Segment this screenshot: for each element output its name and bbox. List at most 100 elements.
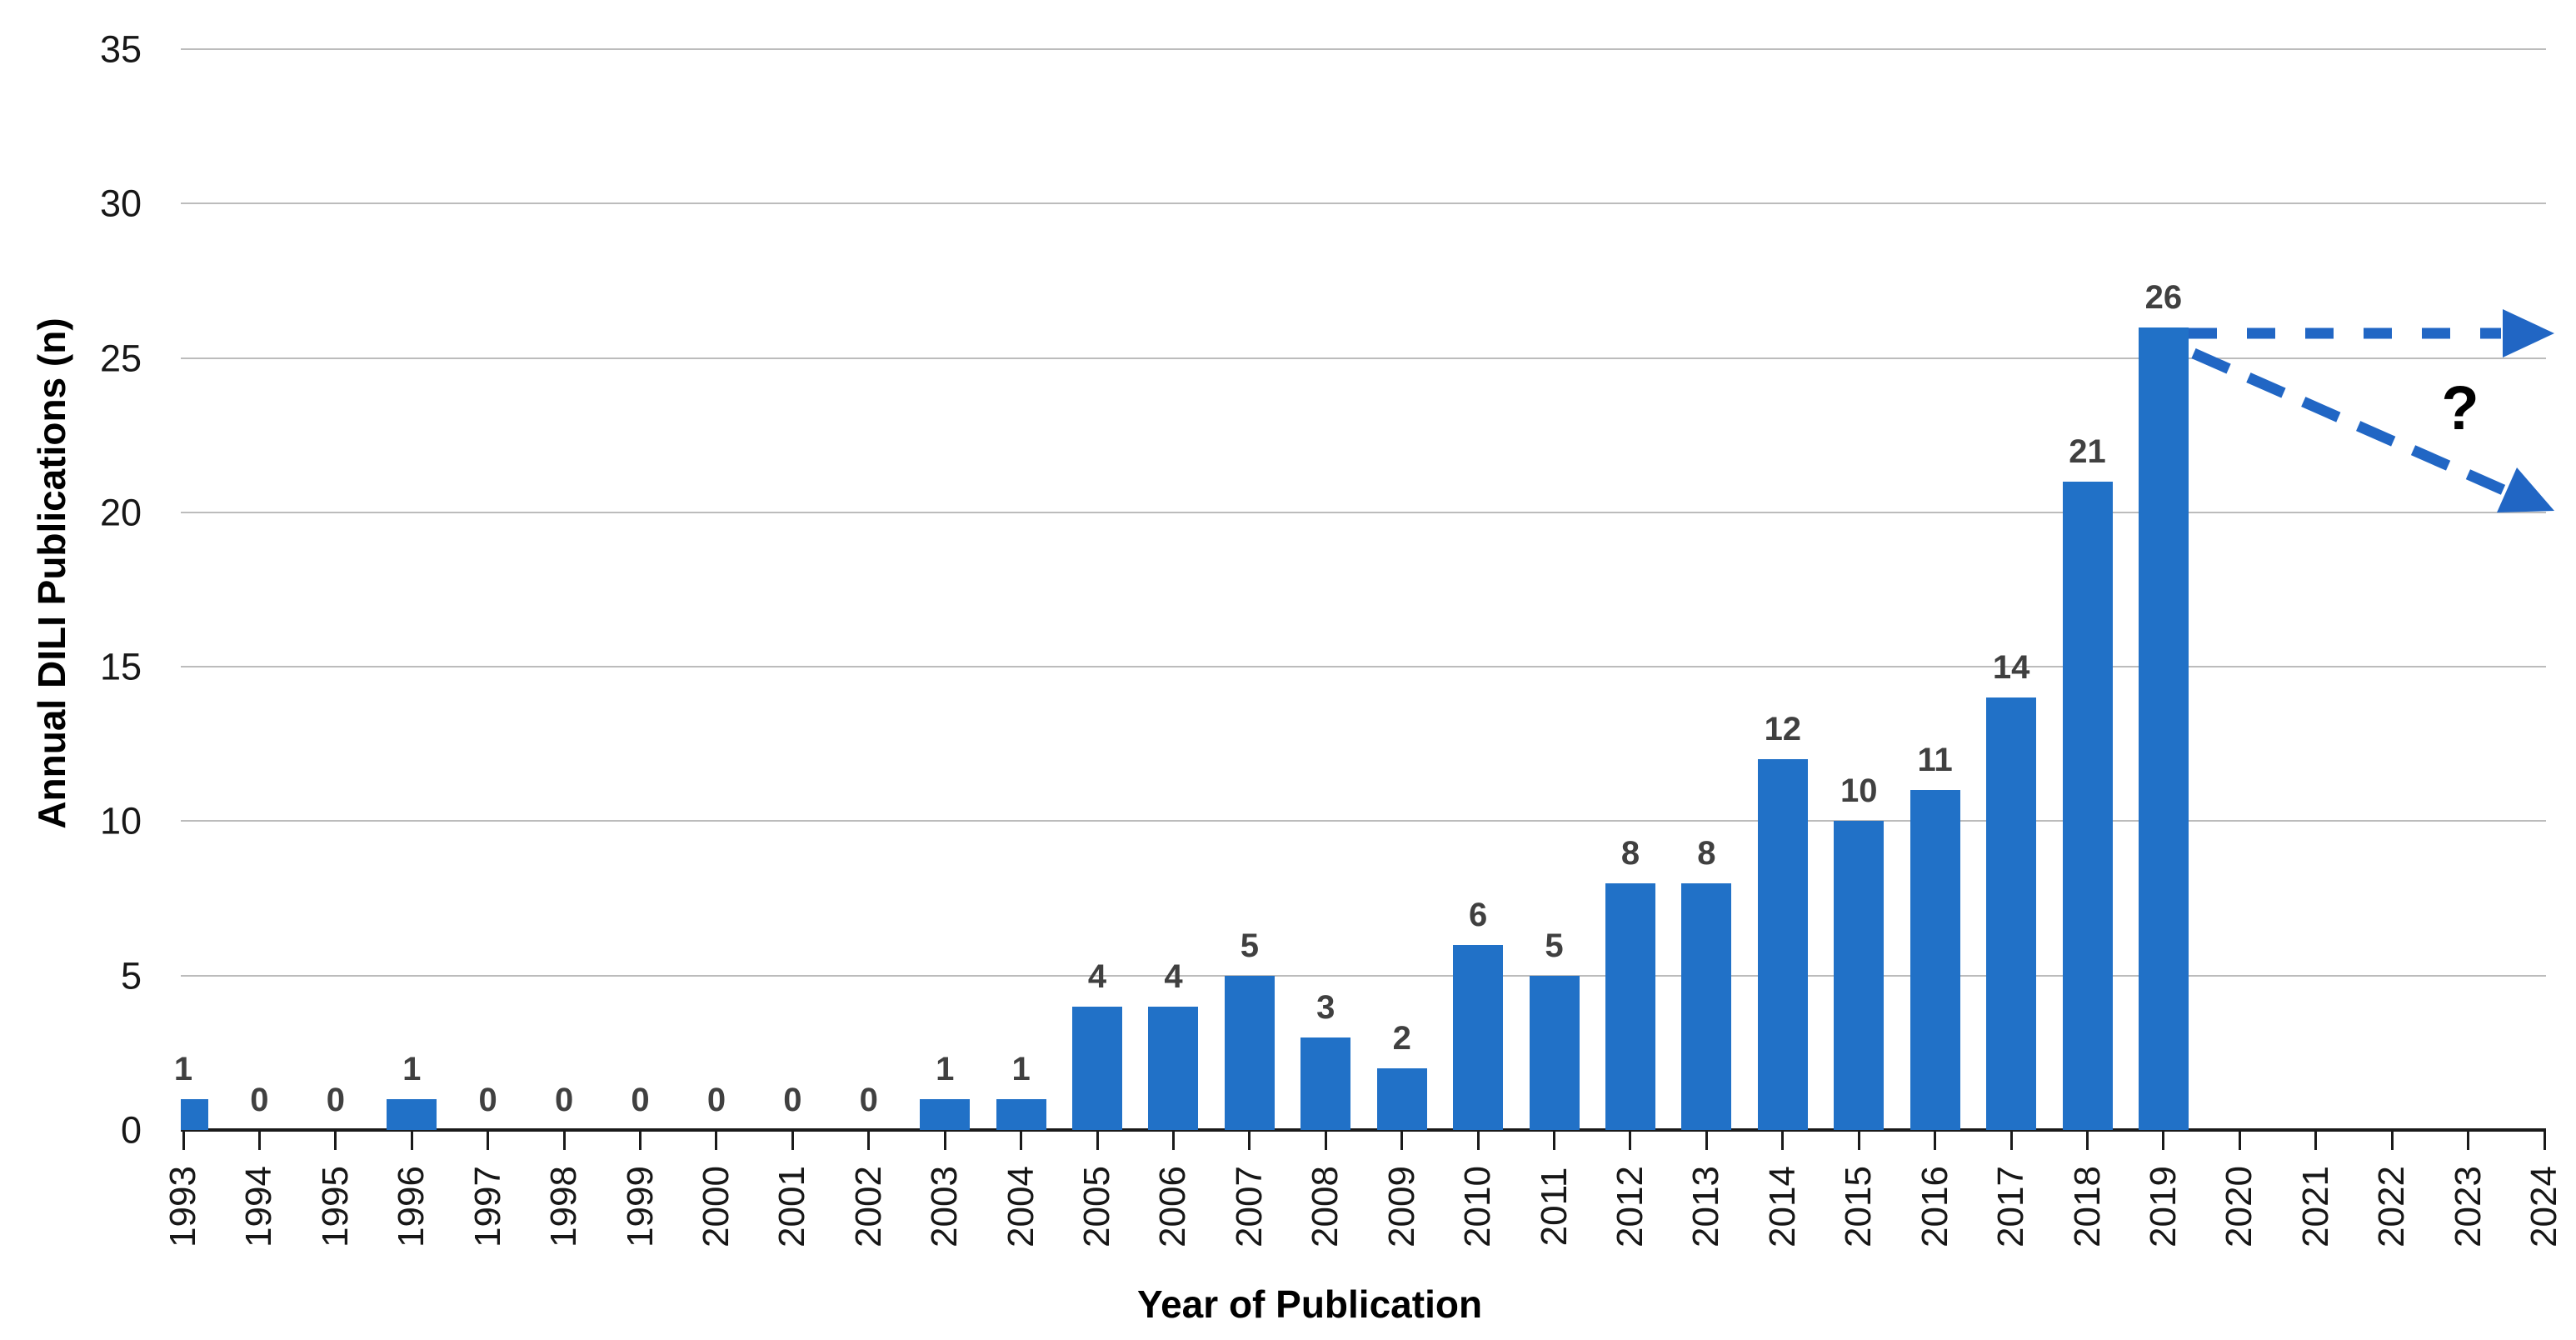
y-axis-tick-label: 5 [120,954,142,998]
bar-value-label: 1 [1011,1050,1031,1088]
x-axis-tick [2238,1130,2241,1150]
x-axis-tick-label: 2000 [695,1166,736,1248]
x-axis-tick-label: 2010 [1457,1166,1499,1248]
x-axis-tick-label: 2024 [2524,1166,2565,1248]
flat-projection-arrow [2189,309,2554,358]
x-axis-tick-label: 2012 [1609,1166,1650,1248]
gridline [181,48,2546,50]
x-axis-tick [2162,1130,2165,1150]
x-axis-tick [943,1130,946,1150]
x-axis-tick [1400,1130,1404,1150]
gridline [181,666,2546,668]
bar-value-label: 0 [783,1082,802,1118]
bar-2018 [2062,481,2113,1130]
bar-2007 [1224,975,1275,1130]
x-axis-tick-label: 2001 [771,1166,813,1248]
x-axis-tick-label: 2015 [1838,1166,1880,1248]
gridline [181,820,2546,822]
bar-2008 [1300,1037,1351,1130]
x-axis-tick [1248,1130,1251,1150]
x-axis-tick [2009,1130,2013,1150]
x-axis-tick-label: 1998 [543,1166,585,1248]
x-axis-tick [410,1130,413,1150]
gridline [181,357,2546,359]
bar-value-label: 4 [1087,958,1107,995]
x-axis-tick-label: 2016 [1914,1166,1955,1248]
bar-2009 [1376,1068,1427,1130]
x-axis-tick [1096,1130,1099,1150]
bar-value-label: 10 [1840,772,1878,810]
y-axis-tick-label: 30 [99,182,142,225]
x-axis-tick [1553,1130,1556,1150]
bar-value-label: 5 [1545,927,1564,964]
bar-value-label: 3 [1316,988,1335,1026]
bar-value-label: 1 [173,1050,193,1088]
bar-2014 [1757,759,1808,1130]
x-axis-tick [334,1130,337,1150]
x-axis-tick-label: 2008 [1305,1166,1346,1248]
x-axis-tick [791,1130,794,1150]
x-axis-tick-label: 2014 [1761,1166,1803,1248]
bar-value-label: 1 [936,1050,955,1088]
bar-value-label: 11 [1917,742,1953,779]
x-axis-tick [487,1130,490,1150]
question-mark: ? [2441,373,2479,442]
x-axis-tick [182,1130,185,1150]
x-axis-tick [867,1130,871,1150]
y-axis-title: Annual DILI Publications (n) [30,318,73,829]
bar-value-label: 0 [250,1082,269,1118]
x-axis-tick [257,1130,261,1150]
x-axis-tick [639,1130,642,1150]
bar-value-label: 0 [859,1082,878,1118]
bar-value-label: 0 [478,1082,497,1118]
gridline [181,974,2546,977]
bar-value-label: 26 [2144,278,2183,316]
bar-value-label: 5 [1240,927,1259,964]
x-axis-tick [1324,1130,1327,1150]
bar-2017 [1986,698,2037,1130]
x-axis-tick-label: 2019 [2142,1166,2184,1248]
x-axis-tick-label: 2004 [1000,1166,1041,1248]
x-axis-tick [1629,1130,1632,1150]
x-axis-tick-label: 2002 [847,1166,889,1248]
x-axis-tick [2086,1130,2089,1150]
y-axis-tick-label: 0 [120,1108,142,1152]
declining-projection-arrow [2191,348,2554,512]
bar-value-label: 8 [1697,834,1716,872]
x-axis-tick [1020,1130,1023,1150]
x-axis-tick [562,1130,566,1150]
x-axis-tick-label: 1999 [619,1166,661,1248]
x-axis-tick [2467,1130,2470,1150]
bar-value-label: 12 [1764,711,1802,748]
x-axis-tick-label: 2013 [1685,1166,1727,1248]
x-axis-tick-label: 2017 [1990,1166,2032,1248]
x-axis-tick-label: 1995 [314,1166,356,1248]
x-axis-tick-label: 2011 [1533,1167,1575,1247]
bar-value-label: 2 [1392,1019,1411,1057]
y-axis-tick-label: 10 [99,799,142,842]
x-axis-tick-label: 1996 [391,1166,432,1248]
x-axis-tick [1171,1130,1175,1150]
x-axis-line [181,1128,2546,1132]
y-axis-tick-label: 15 [99,645,142,688]
x-axis-tick-label: 2022 [2371,1166,2413,1248]
x-axis-tick-label: 2007 [1228,1166,1270,1248]
x-axis-tick-label: 2003 [924,1166,966,1248]
bar-value-label: 4 [1164,958,1183,995]
bar-2019 [2138,327,2189,1130]
bar-2010 [1453,944,1504,1130]
x-axis-tick [1781,1130,1785,1150]
x-axis-tick-label: 1994 [238,1166,280,1248]
bar-value-label: 0 [706,1082,726,1118]
y-axis-tick-label: 25 [99,337,142,380]
x-axis-tick-label: 2006 [1152,1166,1194,1248]
bar-value-label: 21 [2069,432,2106,470]
bar-value-label: 6 [1469,896,1488,933]
x-axis-tick-label: 2021 [2294,1166,2336,1248]
x-axis-tick-label: 2005 [1076,1166,1118,1248]
bar-value-label: 0 [631,1082,650,1118]
x-axis-tick-label: 2009 [1380,1166,1422,1248]
bar-value-label: 14 [1992,649,2030,687]
